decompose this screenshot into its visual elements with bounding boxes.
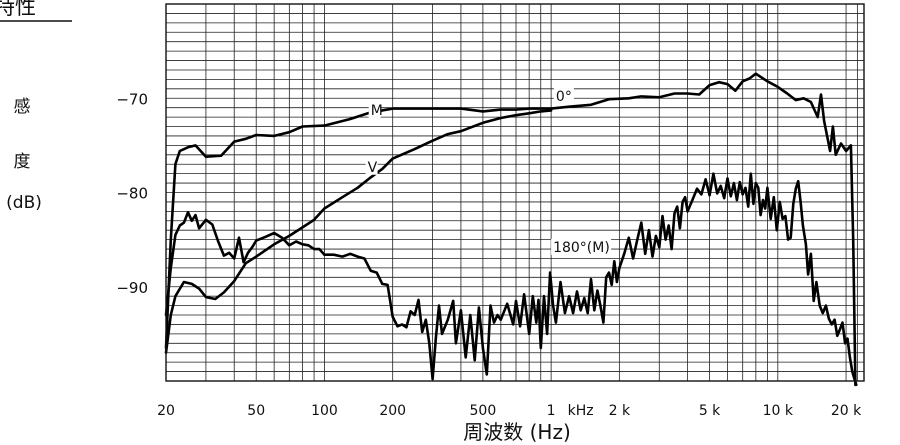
annotation-background xyxy=(553,88,574,105)
x-tick-label: 500 xyxy=(470,403,497,419)
x-tick-label: 2 k xyxy=(609,403,631,419)
annotation-background xyxy=(551,238,612,255)
x-tick-label: 20 xyxy=(157,403,175,419)
y-tick-label: −80 xyxy=(116,185,148,203)
annotation-label: 180°(M) xyxy=(553,240,610,256)
y-tick-label: −70 xyxy=(116,90,148,108)
x-tick-label: 200 xyxy=(379,403,406,419)
x-tick-label: 50 xyxy=(247,403,265,419)
annotation-label: V xyxy=(368,160,378,176)
x-tick-label: kHz xyxy=(568,403,594,419)
annotation-label: 0° xyxy=(556,89,572,105)
series-line-3 xyxy=(164,172,858,387)
annotation-background xyxy=(368,102,381,119)
y-axis-label-line3: (dB) xyxy=(6,193,42,213)
title-fragment: 特性 xyxy=(0,0,36,19)
x-tick-label: 5 k xyxy=(699,403,721,419)
y-tick-label: −90 xyxy=(116,279,148,297)
y-axis-label-line1: 感 xyxy=(14,97,31,117)
x-tick-label: 1 xyxy=(547,403,556,419)
series-layer xyxy=(164,72,858,387)
x-tick-label: 10 k xyxy=(763,403,794,419)
series-line-2 xyxy=(164,109,553,354)
x-tick-labels: 20 50 100 200 500 1 kHz 2 k 5 k 10 k 20 k xyxy=(157,403,862,419)
x-tick-label: 100 xyxy=(311,403,338,419)
x-axis-label: 周波数 (Hz) xyxy=(463,420,571,444)
y-axis-label-line2: 度 xyxy=(14,152,31,172)
annotations: M V 0° 180°(M) xyxy=(365,88,612,256)
x-tick-label: 20 k xyxy=(831,403,862,419)
annotation-label: M xyxy=(371,103,383,119)
annotation-background xyxy=(365,158,378,175)
series-line-1 xyxy=(164,72,857,387)
grid xyxy=(166,4,864,381)
plot-frame xyxy=(165,3,865,382)
y-tick-labels: −70 −80 −90 xyxy=(116,90,148,297)
